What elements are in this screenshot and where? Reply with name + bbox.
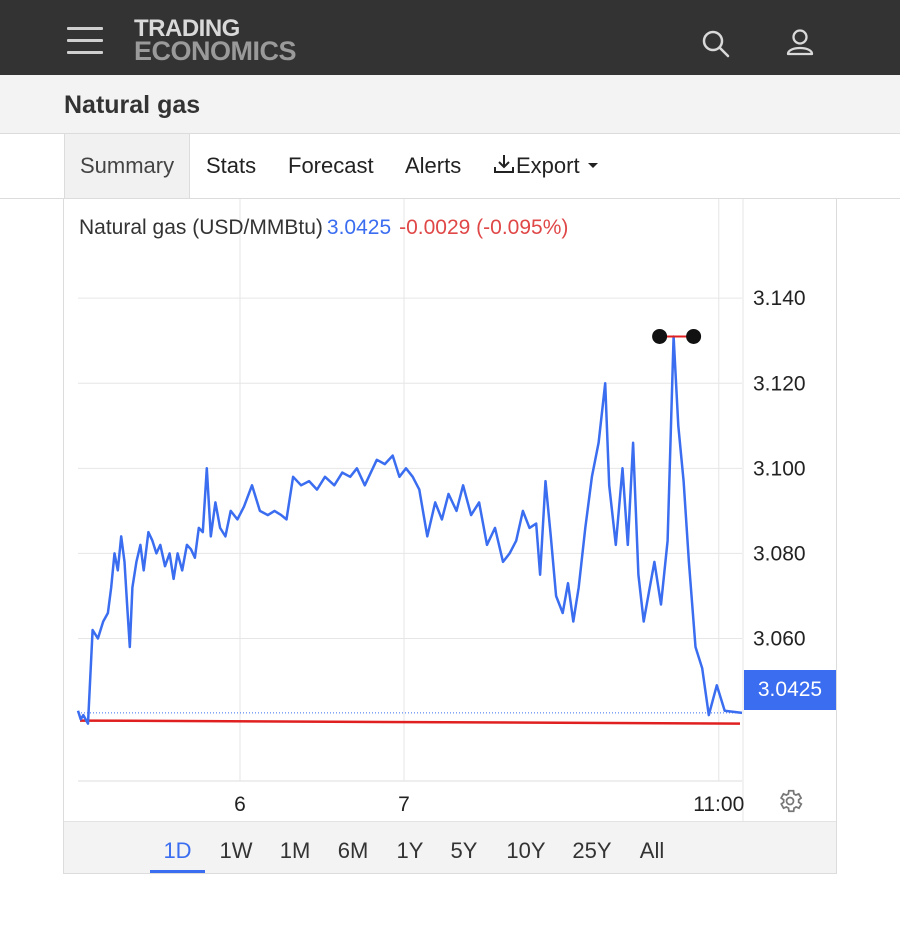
y-tick-label: 3.120 <box>753 372 806 395</box>
tab-export-label: Export <box>516 153 580 178</box>
user-icon[interactable] <box>784 27 816 59</box>
price-series-line <box>76 335 743 725</box>
legend-change: -0.0029 (-0.095%) <box>399 216 569 239</box>
tab-alerts-label: Alerts <box>405 153 462 178</box>
page-title: Natural gas <box>64 91 201 119</box>
logo[interactable]: TRADING ECONOMICS <box>134 15 297 66</box>
tab-stats[interactable]: Stats <box>206 134 256 198</box>
y-tick-label: 3.080 <box>753 542 806 565</box>
last-price-tag: 3.0425 <box>744 670 836 710</box>
hamburger-icon[interactable] <box>67 27 103 55</box>
tab-bar: Summary Stats Forecast Alerts Export <box>0 134 900 199</box>
range-1m[interactable]: 1M <box>279 838 311 863</box>
gear-icon[interactable] <box>776 787 804 815</box>
search-icon[interactable] <box>700 28 732 60</box>
x-tick-label: 11:00 <box>693 793 744 816</box>
range-selector: 1D 1W 1M 6M 1Y 5Y 10Y 25Y All <box>64 821 836 873</box>
tab-summary[interactable]: Summary <box>64 134 191 198</box>
x-tick-label: 7 <box>398 793 410 816</box>
range-1w[interactable]: 1W <box>219 838 253 863</box>
top-navbar: TRADING ECONOMICS <box>0 0 900 75</box>
logo-line2: ECONOMICS <box>134 36 297 66</box>
range-1y[interactable]: 1Y <box>396 838 424 863</box>
title-bar: Natural gas <box>0 75 900 134</box>
tab-forecast-label: Forecast <box>288 153 374 178</box>
range-1d[interactable]: 1D <box>150 822 205 873</box>
range-6m[interactable]: 6M <box>337 838 369 863</box>
tab-summary-label: Summary <box>80 153 175 178</box>
legend-series-name: Natural gas (USD/MMBtu) <box>79 216 323 239</box>
chart-legend: Natural gas (USD/MMBtu) 3.0425 -0.0029 (-0… <box>79 216 568 240</box>
tab-alerts[interactable]: Alerts <box>405 134 461 198</box>
download-icon <box>494 155 514 173</box>
high-marker-dot <box>686 328 702 344</box>
y-tick-label: 3.060 <box>753 627 806 650</box>
x-tick-label: 6 <box>234 793 246 816</box>
logo-line1: TRADING <box>134 15 240 42</box>
range-25y[interactable]: 25Y <box>572 838 612 863</box>
range-all[interactable]: All <box>639 838 665 863</box>
high-marker-dot <box>652 328 668 344</box>
y-tick-label: 3.140 <box>753 287 806 310</box>
tab-export[interactable]: Export <box>492 134 600 198</box>
tab-stats-label: Stats <box>206 153 257 178</box>
y-tick-label: 3.100 <box>753 457 806 480</box>
caret-down-icon <box>587 163 598 168</box>
range-5y[interactable]: 5Y <box>450 838 478 863</box>
previous-close-line <box>79 719 741 725</box>
legend-price: 3.0425 <box>326 216 392 239</box>
tab-forecast[interactable]: Forecast <box>288 134 374 198</box>
chart-panel <box>63 199 837 874</box>
range-10y[interactable]: 10Y <box>506 838 546 863</box>
